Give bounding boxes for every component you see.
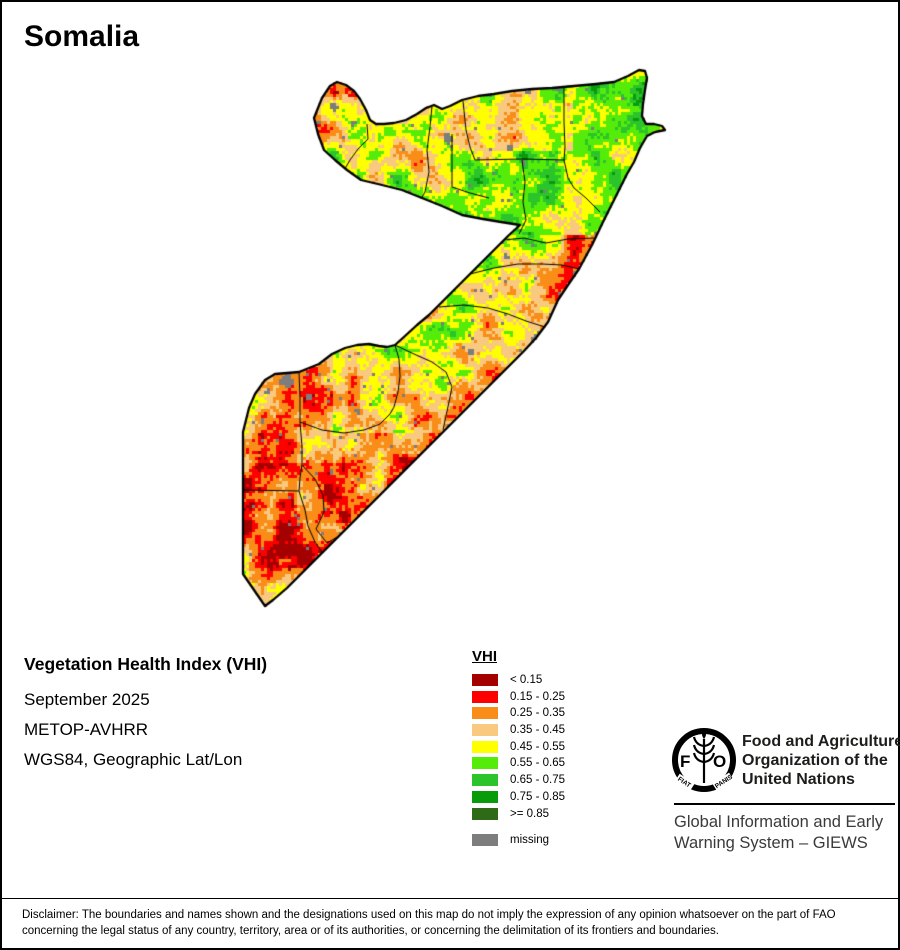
- giews-line1: Global Information and Early: [674, 813, 884, 831]
- legend-row: >= 0.85: [472, 807, 565, 820]
- legend-swatch: [472, 790, 498, 803]
- info-date: September 2025: [24, 690, 150, 709]
- page-title: Somalia: [24, 20, 140, 53]
- legend-label: 0.55 - 0.65: [510, 757, 565, 770]
- legend-label: 0.75 - 0.85: [510, 790, 565, 803]
- disclaimer-line1: Disclaimer: The boundaries and names sho…: [22, 909, 836, 921]
- giews-line2: Warning System – GIEWS: [674, 834, 868, 852]
- legend-label: < 0.15: [510, 674, 543, 686]
- info-projection: WGS84, Geographic Lat/Lon: [24, 750, 243, 769]
- legend-swatch: [472, 690, 498, 703]
- legend-label: 0.65 - 0.75: [510, 774, 565, 787]
- legend-swatch: [472, 674, 498, 686]
- legend-swatch: [472, 774, 498, 787]
- vhi-legend: VHI < 0.15 0.15 - 0.25 0.25 - 0.35 0.35 - 0…: [472, 648, 565, 850]
- legend-label: missing: [510, 833, 549, 846]
- legend-row: 0.75 - 0.85: [472, 790, 565, 803]
- disclaimer-line2: concerning the legal status of any count…: [22, 925, 719, 937]
- giews-name: Global Information and Early Warning Sys…: [674, 812, 883, 854]
- legend-swatch: [472, 757, 498, 770]
- legend-title: VHI: [472, 648, 498, 665]
- info-sensor: METOP-AVHRR: [24, 720, 149, 739]
- legend-label: 0.35 - 0.45: [510, 724, 565, 737]
- org-name-line2: Organization of the: [742, 752, 888, 769]
- legend-row: 0.65 - 0.75: [472, 774, 565, 787]
- legend-row: 0.15 - 0.25: [472, 690, 565, 703]
- disclaimer-divider: [2, 898, 900, 899]
- legend-label: 0.25 - 0.35: [510, 707, 565, 720]
- disclaimer-text: Disclaimer: The boundaries and names sho…: [22, 907, 836, 939]
- wheat-grain-top: [702, 729, 706, 739]
- legend-swatch: [472, 833, 498, 846]
- legend-swatch: [472, 807, 498, 820]
- legend-swatch: [472, 707, 498, 720]
- org-name: Food and Agriculture Organization of the…: [742, 732, 900, 789]
- wheat-ear-icon: [692, 736, 716, 783]
- legend-row: 0.55 - 0.65: [472, 757, 565, 770]
- legend-label: >= 0.85: [510, 807, 550, 820]
- legend-swatch: [472, 740, 498, 753]
- legend-swatch: [472, 724, 498, 737]
- fao-logo: F O FIAT PANIS: [672, 728, 736, 792]
- legend-row: missing: [472, 833, 565, 846]
- fao-letter-f: F: [680, 752, 690, 771]
- org-name-line1: Food and Agriculture: [742, 733, 900, 750]
- legend-rows: < 0.15 0.15 - 0.25 0.25 - 0.35 0.35 - 0.45 0…: [472, 674, 565, 846]
- legend-row: 0.35 - 0.45: [472, 724, 565, 737]
- somalia-vhi-map: [237, 55, 673, 615]
- fao-letter-o: O: [713, 752, 726, 771]
- giews-divider: [674, 803, 895, 805]
- legend-row: 0.25 - 0.35: [472, 707, 565, 720]
- legend-row: 0.45 - 0.55: [472, 740, 565, 753]
- legend-label: 0.15 - 0.25: [510, 690, 565, 703]
- legend-row: < 0.15: [472, 674, 565, 686]
- legend-label: 0.45 - 0.55: [510, 740, 565, 753]
- info-heading: Vegetation Health Index (VHI): [24, 654, 268, 674]
- org-name-line3: United Nations: [742, 771, 855, 788]
